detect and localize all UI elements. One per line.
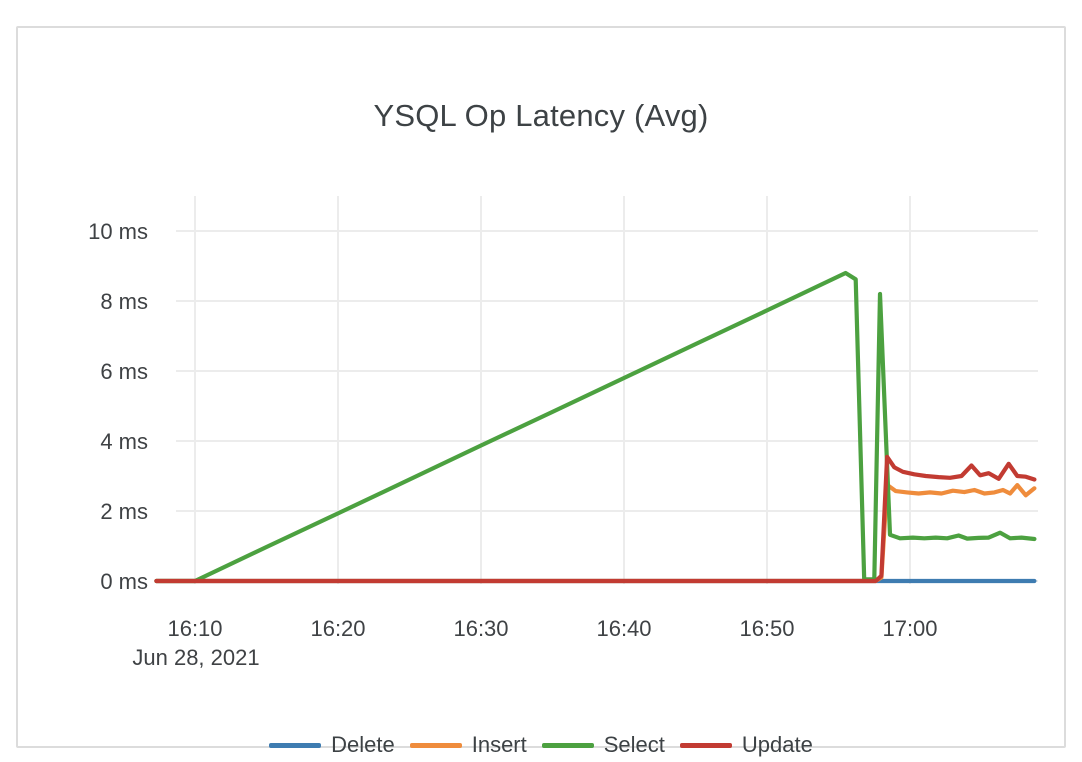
x-tick-label: 16:40 — [596, 616, 651, 641]
legend-item-select[interactable]: Select — [541, 732, 665, 758]
y-tick-label: 10 ms — [88, 219, 148, 244]
x-tick-label: 16:30 — [453, 616, 508, 641]
chart-legend: Delete Insert Select Update — [18, 732, 1064, 758]
series-line-insert[interactable] — [154, 482, 1037, 584]
legend-swatch-insert-icon — [409, 742, 462, 748]
legend-swatch-delete-icon — [269, 742, 322, 748]
y-tick-label: 8 ms — [100, 289, 148, 314]
y-tick-label: 2 ms — [100, 499, 148, 524]
y-tick-label: 0 ms — [100, 569, 148, 594]
x-tick-label: 17:00 — [882, 616, 937, 641]
y-tick-label: 6 ms — [100, 359, 148, 384]
legend-label-update: Update — [741, 732, 813, 757]
series-line-select[interactable] — [154, 270, 1037, 584]
legend-swatch-update-icon — [679, 742, 732, 748]
legend-item-insert[interactable]: Insert — [409, 732, 527, 758]
x-axis-date-label: Jun 28, 2021 — [132, 645, 259, 670]
x-tick-label: 16:20 — [310, 616, 365, 641]
legend-label-select: Select — [603, 732, 665, 757]
legend-swatch-select-icon — [541, 742, 594, 748]
legend-label-delete: Delete — [331, 732, 395, 757]
chart-title: YSQL Op Latency (Avg) — [373, 98, 709, 133]
legend-label-insert: Insert — [471, 732, 527, 757]
legend-item-update[interactable]: Update — [679, 732, 813, 758]
legend-item-delete[interactable]: Delete — [269, 732, 395, 758]
chart-card: YSQL Op Latency (Avg) 0 ms 2 ms 4 ms 6 ms 8 … — [16, 26, 1066, 757]
x-tick-label: 16:50 — [739, 616, 794, 641]
series-line-update[interactable] — [154, 454, 1037, 584]
chart-canvas[interactable]: 0 ms 2 ms 4 ms 6 ms 8 ms 10 ms 16:10 16:20 16:30… — [18, 28, 1082, 762]
x-tick-label: 16:10 — [167, 616, 222, 641]
y-tick-label: 4 ms — [100, 429, 148, 454]
